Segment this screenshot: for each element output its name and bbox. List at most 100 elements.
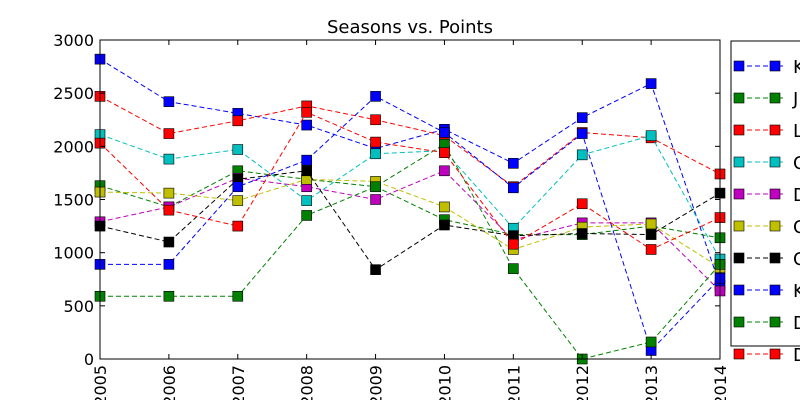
x-tick-label: 2005 <box>91 365 110 400</box>
data-point <box>370 114 381 126</box>
legend-entry: C <box>733 249 800 270</box>
y-tick-label: 0 <box>84 350 94 369</box>
legend-label: D <box>793 185 800 206</box>
legend-entry: C <box>733 217 800 238</box>
data-point <box>232 181 244 193</box>
data-point <box>508 263 519 274</box>
data-point <box>645 218 657 230</box>
x-tick-label: 2012 <box>573 365 592 400</box>
legend-entry: L <box>733 121 800 142</box>
data-point <box>232 290 244 302</box>
y-tick-label: 2000 <box>53 137 94 156</box>
data-point <box>439 201 450 213</box>
y-tick-label: 1000 <box>53 244 94 263</box>
legend-label: D <box>793 345 800 366</box>
legend-marker <box>733 284 745 296</box>
data-point <box>576 149 588 161</box>
data-point <box>370 136 381 148</box>
legend-label: J <box>792 89 798 110</box>
data-point <box>301 165 312 177</box>
legend-entry: C <box>733 153 800 174</box>
legend-entry: J <box>733 89 798 110</box>
data-point <box>370 91 381 102</box>
legend-marker <box>733 188 745 200</box>
data-point <box>163 128 175 139</box>
data-point <box>576 128 588 139</box>
x-tick-label: 2013 <box>642 365 661 400</box>
y-tick-label: 1500 <box>53 191 94 210</box>
data-point <box>370 264 381 275</box>
data-point <box>163 153 175 165</box>
x-tick-label: 2007 <box>229 365 248 400</box>
data-point <box>508 158 519 169</box>
data-point <box>645 130 657 141</box>
data-point <box>508 182 519 194</box>
chart-title: Seasons vs. Points <box>327 17 493 38</box>
data-point <box>370 181 381 193</box>
data-point <box>301 119 312 131</box>
data-point <box>163 236 175 248</box>
data-point <box>301 195 312 206</box>
data-point <box>645 229 657 240</box>
data-point <box>370 148 381 160</box>
legend-marker <box>769 284 781 296</box>
legend-label: C <box>793 153 800 174</box>
y-tick-label: 3000 <box>53 31 94 50</box>
legend-marker <box>769 124 781 136</box>
legend-marker <box>769 252 781 264</box>
series-line <box>99 170 721 271</box>
legend-label: L <box>793 121 800 142</box>
legend-marker <box>733 348 745 360</box>
data-point <box>439 147 450 159</box>
data-point <box>232 195 244 206</box>
data-point <box>370 194 381 205</box>
legend-marker <box>769 348 781 360</box>
data-point <box>508 238 519 250</box>
data-point <box>163 204 175 216</box>
series-line <box>100 143 721 360</box>
legend-marker <box>733 124 745 136</box>
legend-label: K <box>793 57 800 78</box>
plot-background <box>100 40 720 359</box>
data-point <box>576 112 588 123</box>
x-tick-label: 2008 <box>298 365 317 400</box>
data-point <box>163 290 175 302</box>
data-point <box>163 187 175 199</box>
legend-marker <box>733 252 745 264</box>
x-tick-label: 2010 <box>435 365 454 400</box>
data-point <box>301 154 312 166</box>
legend-marker <box>733 220 745 232</box>
legend-marker <box>769 316 781 328</box>
data-point <box>576 228 588 239</box>
series-line <box>99 170 721 239</box>
legend-marker <box>733 156 745 168</box>
legend-label: D <box>793 313 800 334</box>
data-point <box>439 219 450 231</box>
legend-marker <box>733 92 745 104</box>
data-point <box>439 127 450 138</box>
legend-entry: K <box>733 281 800 302</box>
legend-marker <box>769 188 781 200</box>
legend-label: C <box>793 249 800 270</box>
data-point <box>645 244 657 255</box>
legend-entry: K <box>733 57 800 78</box>
data-point <box>232 115 244 127</box>
x-tick-label: 2009 <box>367 365 386 400</box>
series-line <box>99 134 721 260</box>
data-point <box>163 96 175 107</box>
legend-label: C <box>793 217 800 238</box>
legend-marker <box>733 316 745 328</box>
series-line <box>99 111 721 251</box>
series-line <box>99 170 721 292</box>
data-point <box>232 144 244 155</box>
data-point <box>576 198 588 210</box>
data-point <box>301 210 312 221</box>
series-line <box>100 95 721 352</box>
legend-marker <box>769 60 781 72</box>
data-point <box>232 220 244 232</box>
x-tick-label: 2014 <box>711 365 730 400</box>
data-point <box>439 165 450 177</box>
legend-label: K <box>793 281 800 302</box>
